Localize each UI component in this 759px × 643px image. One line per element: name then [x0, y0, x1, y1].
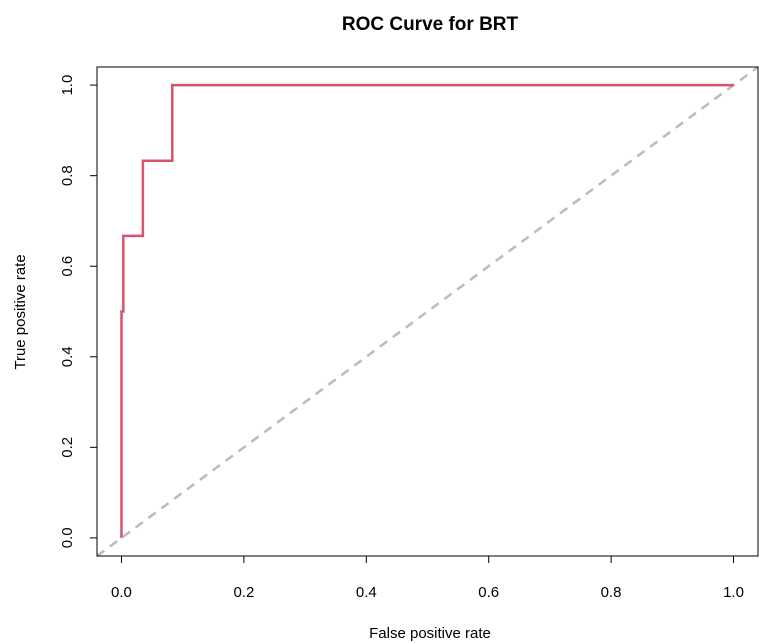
roc-curve-line: [120, 83, 734, 538]
y-tick-label: 1.0: [59, 75, 76, 96]
y-tick-label: 0.0: [59, 527, 76, 548]
x-tick-label: 0.0: [111, 584, 132, 601]
x-tick-label: 1.0: [723, 584, 744, 601]
x-axis-label: False positive rate: [369, 625, 491, 642]
plot-area: [96, 65, 759, 558]
x-tick-label: 0.2: [233, 584, 254, 601]
y-tick-label: 0.2: [59, 437, 76, 458]
y-tick-label: 0.8: [59, 165, 76, 186]
y-axis-label: True positive rate: [12, 254, 29, 369]
y-axis: 0.0 0.2 0.4 0.6 0.8 1.0: [59, 75, 97, 548]
x-axis: 0.0 0.2 0.4 0.6 0.8 1.0: [111, 556, 744, 601]
x-tick-label: 0.6: [478, 584, 499, 601]
chart-title: ROC Curve for BRT: [342, 14, 519, 35]
plot-frame: [96, 66, 759, 557]
y-tick-label: 0.4: [59, 346, 76, 367]
x-tick-label: 0.4: [356, 584, 377, 601]
y-tick-label: 0.6: [59, 256, 76, 277]
reference-diagonal-line: [96, 65, 759, 558]
x-tick-label: 0.8: [601, 584, 622, 601]
